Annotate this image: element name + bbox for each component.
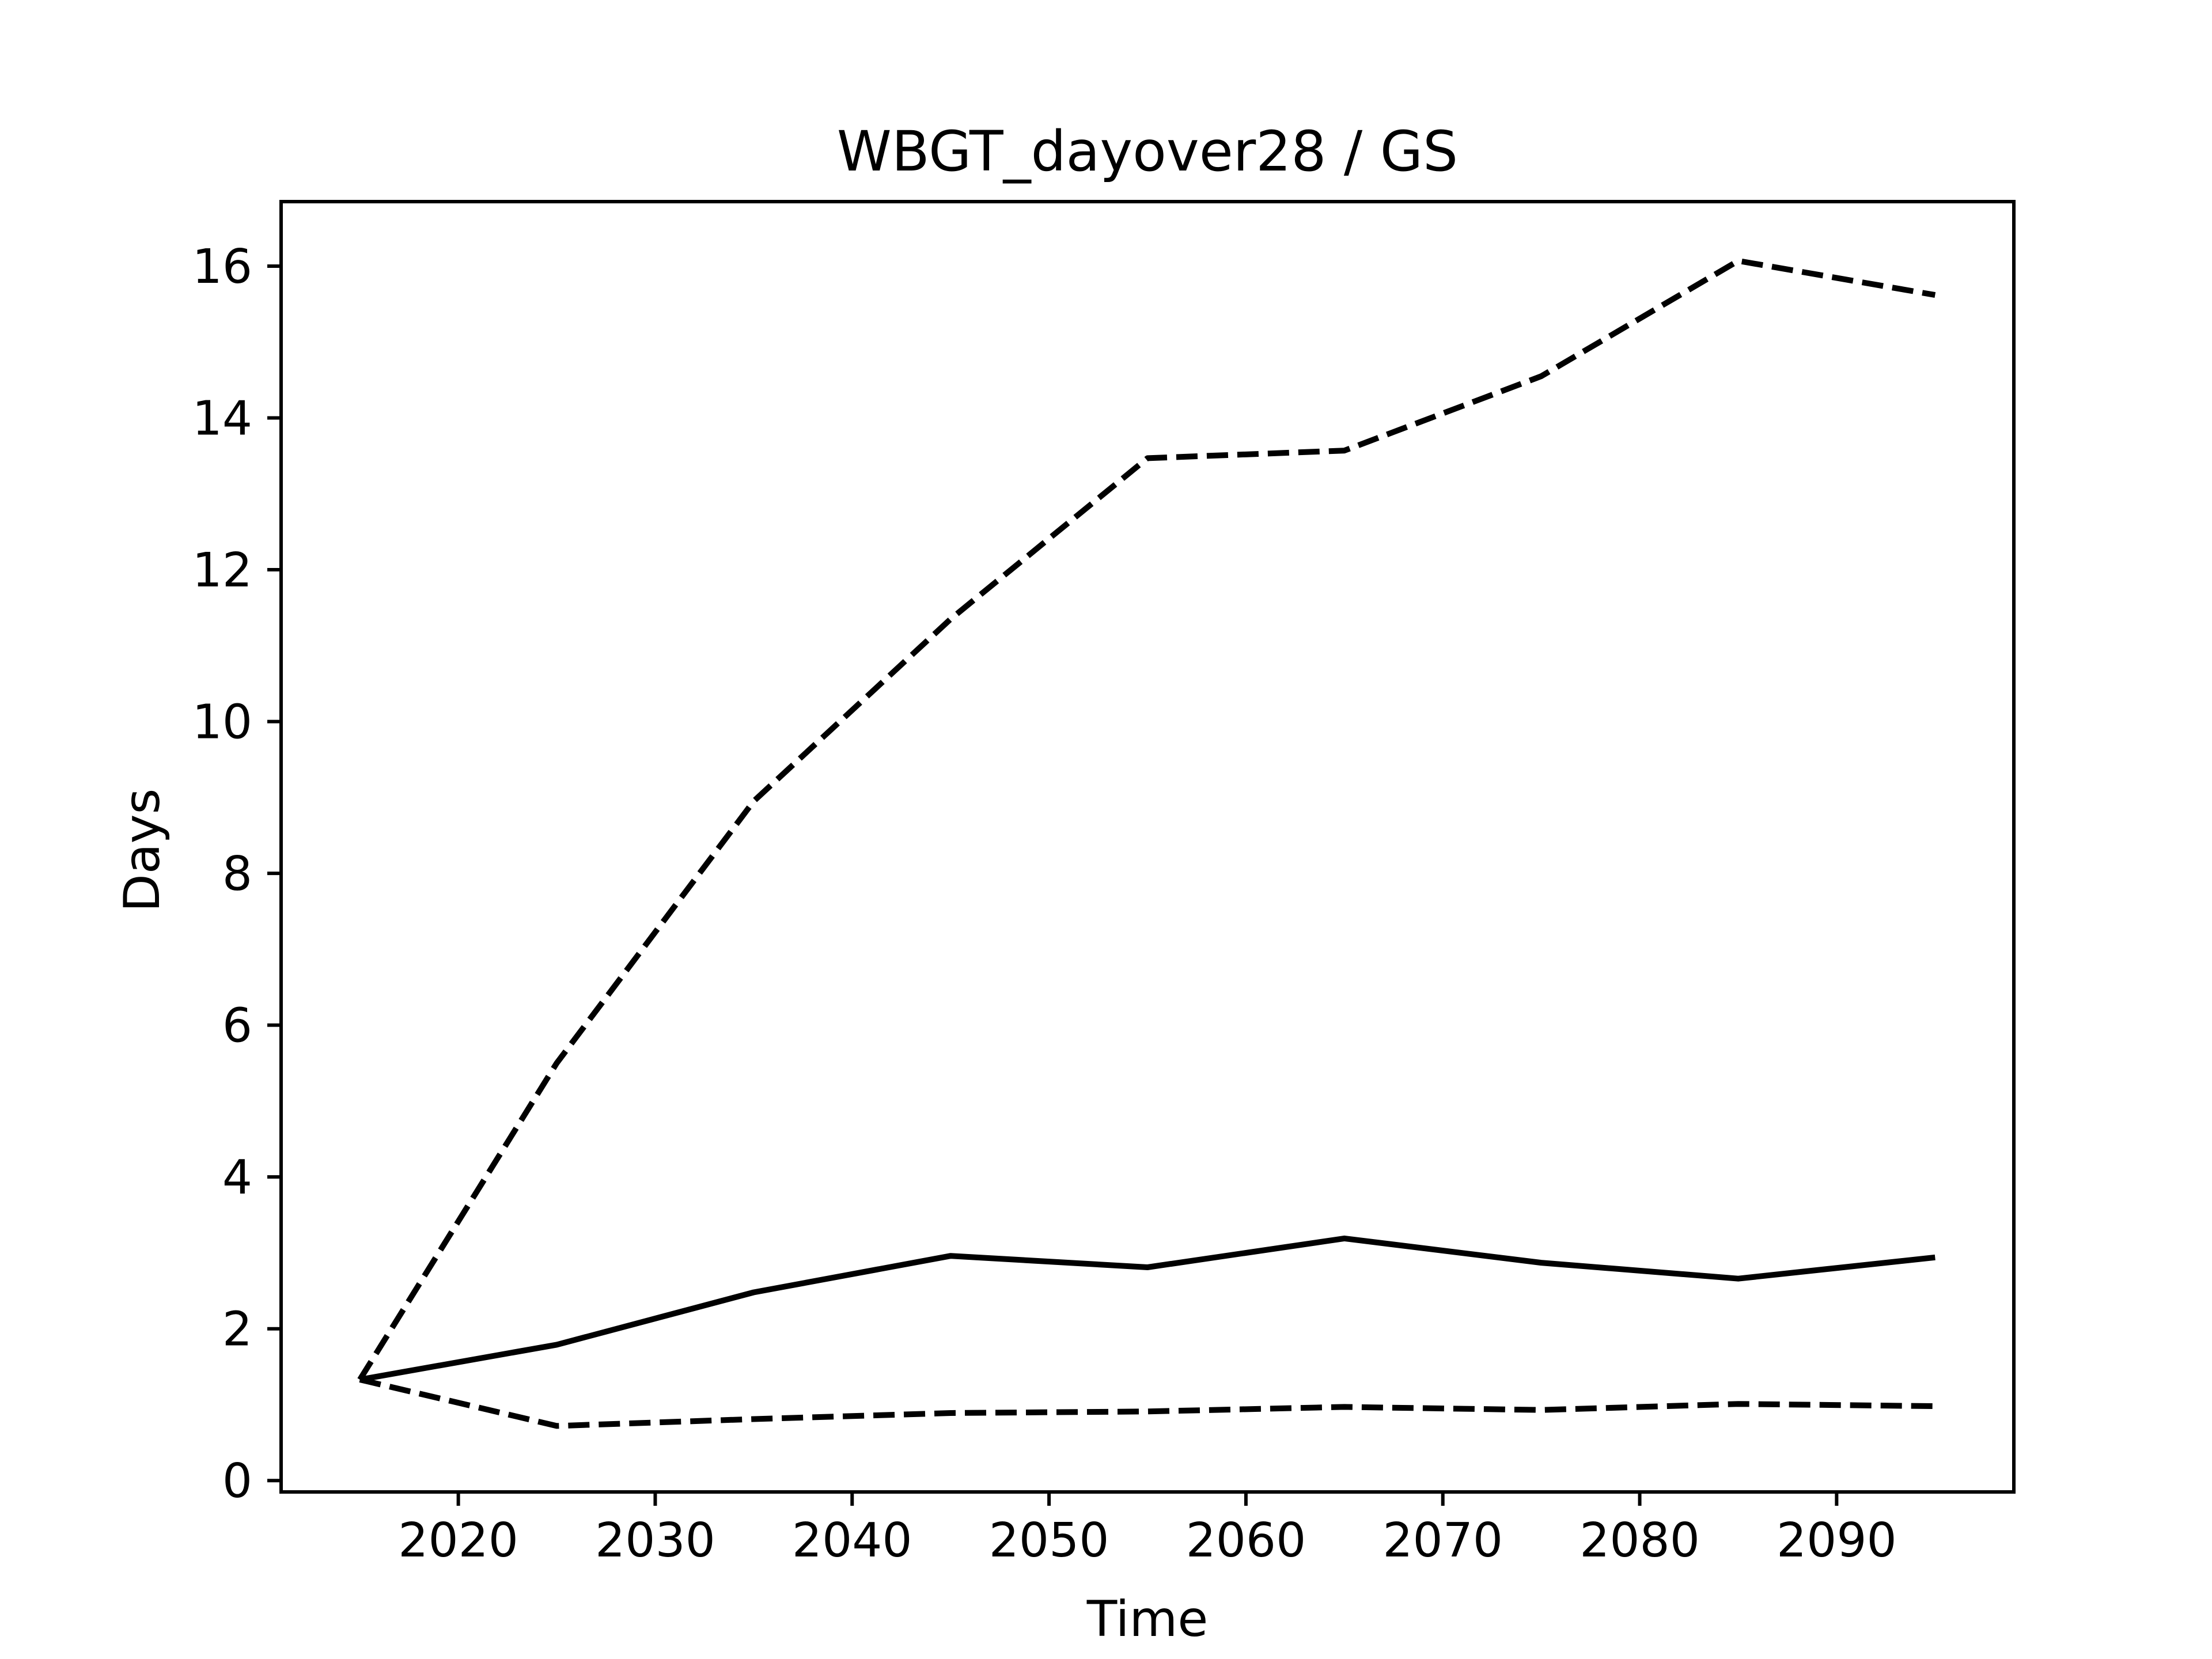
x-tick-label-2090: 2090 (1777, 1513, 1897, 1568)
series-line-3 (359, 1377, 1936, 1429)
y-tick-label-0: 0 (222, 1454, 252, 1509)
x-tick-label-2070: 2070 (1382, 1513, 1503, 1568)
chart-title: WBGT_dayover28 / GS (837, 119, 1458, 184)
x-tick-label-2030: 2030 (595, 1513, 715, 1568)
plot-area: 2020 2030 2040 2050 2060 2070 2080 2090 0 2 4 6 8 10 1… (192, 200, 2016, 1568)
y-tick-label-12: 12 (192, 543, 252, 598)
y-tick-label-14: 14 (192, 392, 252, 446)
x-tick-label-2060: 2060 (1186, 1513, 1306, 1568)
series-line-2 (359, 1235, 1936, 1382)
x-tick-label-2080: 2080 (1580, 1513, 1700, 1568)
x-tick-label-2040: 2040 (792, 1513, 912, 1568)
y-axis-label: Days (113, 789, 171, 912)
y-tick-label-8: 8 (222, 847, 252, 902)
y-tick-label-6: 6 (222, 999, 252, 1054)
x-tick-label-2050: 2050 (989, 1513, 1109, 1568)
x-axis-label: Time (1086, 1590, 1208, 1648)
y-tick-label-4: 4 (222, 1150, 252, 1205)
y-tick-label-16: 16 (192, 240, 252, 294)
plot-frame (279, 200, 2016, 1494)
y-tick-label-10: 10 (192, 695, 252, 750)
y-tick-label-2: 2 (222, 1302, 252, 1357)
x-tick-label-2020: 2020 (398, 1513, 518, 1568)
series-line-1 (357, 257, 1936, 1381)
